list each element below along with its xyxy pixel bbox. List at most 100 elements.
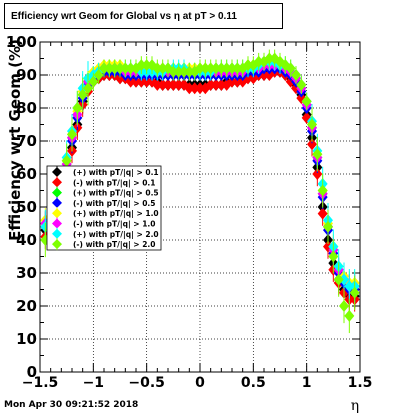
legend-entry-label: (+) with pT/|q| > 0.1 <box>73 168 159 178</box>
data-point <box>125 62 136 75</box>
data-point <box>83 82 93 95</box>
data-point <box>205 62 216 75</box>
y-tick-label: 20 <box>16 297 37 315</box>
data-point <box>184 82 195 95</box>
data-point <box>312 148 323 161</box>
y-tick-label: 90 <box>16 66 37 84</box>
data-point <box>141 59 152 72</box>
data-point <box>189 82 200 95</box>
data-point <box>125 75 136 88</box>
data-point <box>163 78 173 91</box>
data-point <box>227 62 237 75</box>
legend-entry-label: (+) with pT/|q| > 0.5 <box>73 189 159 199</box>
y-tick-label: 80 <box>16 99 37 117</box>
x-tick-label: 0 <box>195 375 205 391</box>
data-point <box>221 62 232 75</box>
data-point <box>339 273 349 286</box>
legend-entry-label: (-) with pT/|q| > 0.5 <box>73 199 155 209</box>
x-tick-label: −1 <box>83 375 104 391</box>
data-point <box>173 78 184 91</box>
data-point <box>211 78 221 91</box>
axes: 0 10 20 30 40 50 60 70 80 90 100 −1.5 −1 −0.5 0 0.5 1 1.5 <box>6 33 373 391</box>
data-point <box>120 62 131 75</box>
data-point <box>339 300 349 312</box>
y-tick-label: 50 <box>16 198 37 216</box>
timestamp: Mon Apr 30 09:21:52 2018 <box>4 400 139 410</box>
legend-box <box>46 165 162 251</box>
x-axis-label: η <box>351 398 359 414</box>
data-point <box>61 154 72 167</box>
legend-entry-label: (-) with pT/|q| > 2.0 <box>73 240 155 250</box>
data-point <box>77 88 88 101</box>
data-point <box>301 95 312 108</box>
legend-entry-label: (-) with pT/|q| > 1.0 <box>73 220 155 230</box>
data-point <box>157 62 168 75</box>
data-point <box>205 78 216 91</box>
data-point <box>285 62 296 75</box>
chart-title: Efficiency wrt Geom for Global vs η at p… <box>4 3 283 29</box>
legend: (+) with pT/|q| > 0.1(-) with pT/|q| > 0… <box>46 165 162 251</box>
y-axis-label: Efficiency wrt Geom (%) <box>6 39 24 241</box>
data-point <box>317 207 328 220</box>
x-tick-label: 1 <box>302 375 312 391</box>
data-point <box>168 65 179 78</box>
data-point <box>344 280 355 293</box>
data-point <box>93 69 104 81</box>
data-point <box>179 65 189 78</box>
data-point <box>232 62 243 75</box>
data-point <box>275 55 285 68</box>
data-point <box>312 168 323 180</box>
data-point <box>232 75 243 88</box>
y-tick-label: 70 <box>16 132 37 150</box>
data-point <box>333 273 344 286</box>
data-point <box>67 128 77 141</box>
data-point <box>131 75 141 88</box>
legend-entry-label: (+) with pT/|q| > 2.0 <box>73 230 159 240</box>
y-tick-label: 40 <box>16 231 37 249</box>
y-tick-label: 0 <box>27 363 37 381</box>
data-point <box>211 62 221 75</box>
data-point <box>248 72 259 85</box>
data-point <box>157 78 168 91</box>
data-point <box>243 59 253 72</box>
data-point <box>328 250 339 263</box>
y-tick-label: 100 <box>6 33 37 51</box>
data-point <box>72 102 83 114</box>
data-point <box>349 286 360 299</box>
data-point <box>104 62 115 75</box>
x-tick-label: −1.5 <box>22 375 59 391</box>
data-point <box>264 52 275 65</box>
data-point <box>323 220 333 233</box>
data-point <box>168 78 179 91</box>
data-point <box>307 118 317 131</box>
data-point <box>307 138 317 151</box>
data-point <box>136 75 147 88</box>
data-point <box>296 78 307 91</box>
data-point <box>317 184 328 197</box>
data-point <box>99 62 109 75</box>
data-point <box>216 78 227 91</box>
data-point <box>216 62 227 75</box>
legend-entry-label: (+) with pT/|q| > 1.0 <box>73 209 159 219</box>
data-point <box>136 59 147 72</box>
data-point <box>227 75 237 88</box>
series-7 <box>40 49 360 334</box>
data-point <box>184 65 195 78</box>
data-point <box>173 65 184 78</box>
data-point <box>88 75 99 88</box>
x-tick-label: −0.5 <box>128 375 165 391</box>
data-point <box>248 59 259 72</box>
x-tick-label: 0.5 <box>241 375 266 391</box>
data-point <box>115 62 125 75</box>
legend-entry-label: (-) with pT/|q| > 0.1 <box>73 178 155 188</box>
data-point <box>195 62 205 75</box>
y-tick-label: 10 <box>16 330 37 348</box>
x-tick-label: 1.5 <box>348 375 373 391</box>
y-tick-label: 60 <box>16 165 37 183</box>
data-point <box>291 69 301 81</box>
data-point <box>195 82 205 95</box>
data-point <box>152 62 163 75</box>
data-point <box>200 62 211 75</box>
data-point <box>253 55 264 68</box>
